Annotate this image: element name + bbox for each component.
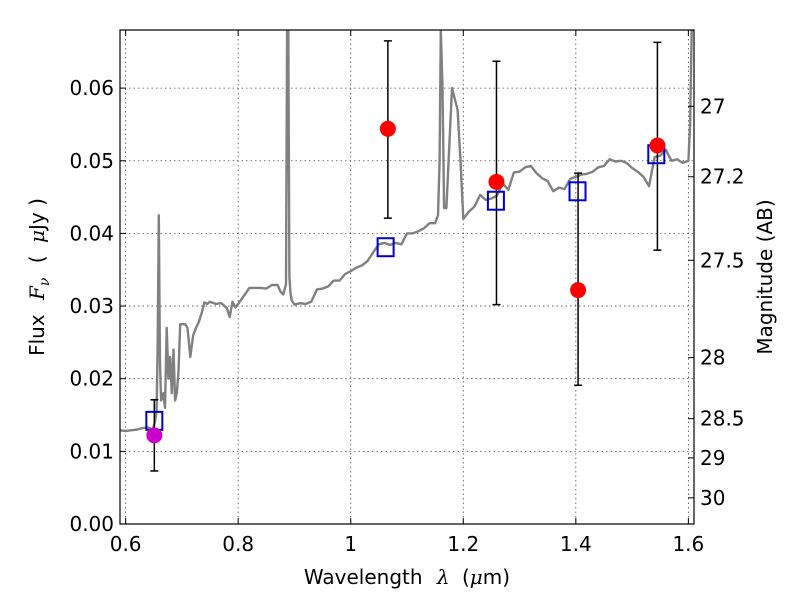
x-tick-label: 1.6 — [672, 532, 704, 556]
y-tick-label: 0.01 — [69, 439, 114, 463]
y-tick-label: 0.05 — [69, 149, 114, 173]
y-axis-label: Flux Fν ( μJy ) — [25, 198, 54, 356]
y2-axis-label: Magnitude (AB) — [753, 199, 777, 354]
y-tick-label: 0.06 — [69, 76, 114, 100]
axis-ticks — [120, 30, 694, 525]
y2-tick-label: 27.5 — [700, 248, 745, 272]
x-tick-label: 1 — [344, 532, 357, 556]
x-tick-label: 0.8 — [222, 532, 254, 556]
y-tick-label: 0.02 — [69, 367, 114, 391]
plot-frame — [119, 29, 695, 525]
observed-flux-point — [146, 427, 163, 444]
y2-tick-label: 28.5 — [700, 407, 745, 431]
observed-flux-points — [146, 120, 666, 444]
tick-labels: 0.6 0.8 1 1.2 1.4 1.6 0.00 0.01 0.02 0.03 0.04 0.05… — [69, 76, 744, 556]
y2-tick-label: 27.2 — [700, 165, 745, 189]
model-photometry-square — [568, 181, 587, 202]
observed-flux-point — [379, 120, 396, 137]
grid-lines — [120, 30, 694, 524]
model-photometry-square — [486, 190, 505, 211]
x-tick-label: 1.4 — [560, 532, 592, 556]
x-tick-label: 1.2 — [447, 532, 479, 556]
model-spectrum — [120, 30, 694, 433]
spectrum-line — [120, 30, 694, 433]
error-bars — [150, 40, 662, 472]
x-axis-label: Wavelength λ (μm) — [304, 565, 510, 589]
y-tick-label: 0.00 — [69, 512, 114, 536]
model-photometry-square — [376, 237, 395, 258]
observed-flux-point — [570, 282, 587, 299]
y2-tick-label: 29 — [700, 446, 725, 470]
y2-tick-label: 27 — [700, 94, 725, 118]
observed-flux-point — [649, 137, 666, 154]
y2-tick-label: 28 — [700, 346, 725, 370]
model-photometry-markers — [145, 144, 666, 431]
observed-flux-point — [488, 173, 505, 190]
y2-tick-label: 30 — [700, 486, 725, 510]
x-tick-label: 0.6 — [110, 532, 142, 556]
y-tick-label: 0.03 — [69, 294, 114, 318]
y-tick-label: 0.04 — [69, 221, 114, 245]
